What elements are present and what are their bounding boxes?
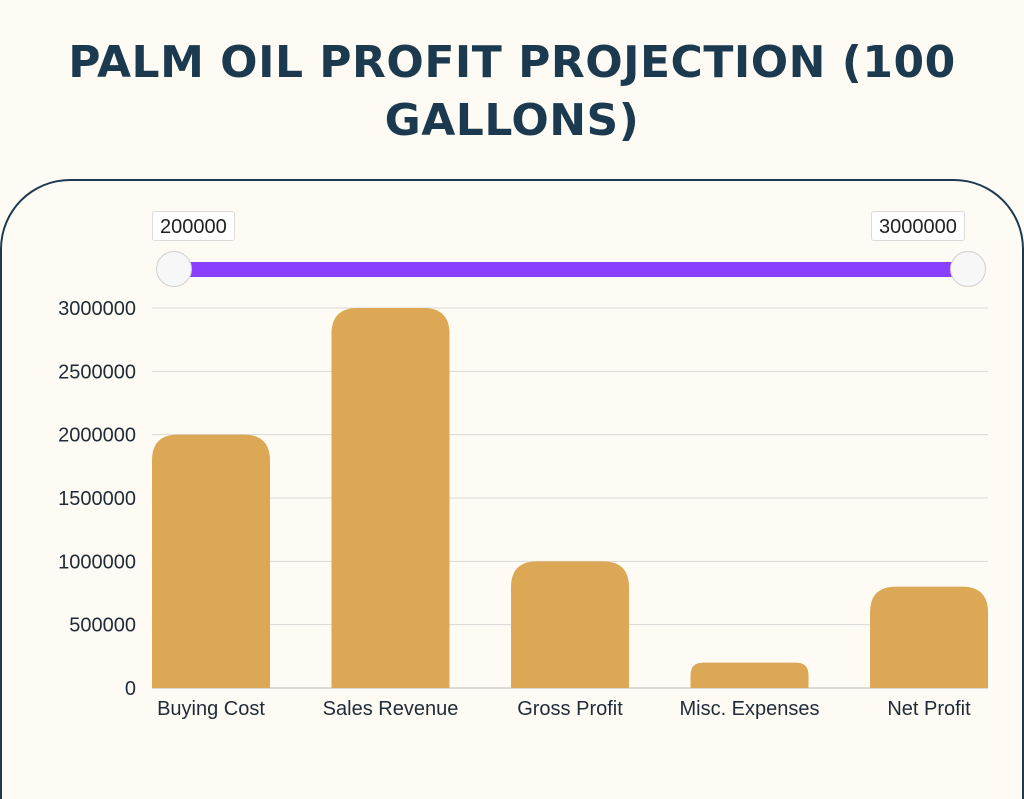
bar-chart: 0 500000 1000000 1500000 2000000 2500000 30000… xyxy=(58,298,988,720)
range-max-handle[interactable] xyxy=(950,251,986,287)
bar-net-profit xyxy=(870,586,988,688)
bar-buying-cost xyxy=(152,434,270,688)
y-tick-label: 500000 xyxy=(69,615,136,637)
bar-gross-profit xyxy=(511,561,629,688)
y-tick-label: 2000000 xyxy=(58,425,136,447)
chart-title: PALM OIL PROFIT PROJECTION (100 GALLONS) xyxy=(68,37,956,146)
x-tick-label: Net Profit xyxy=(887,698,971,720)
y-tick-label: 3000000 xyxy=(58,298,136,320)
x-axis-ticks: Buying Cost Sales Revenue Gross Profit Misc… xyxy=(157,698,971,720)
range-min-handle[interactable] xyxy=(156,251,192,287)
x-tick-label: Misc. Expenses xyxy=(679,698,819,720)
y-tick-label: 1000000 xyxy=(58,551,136,573)
x-tick-label: Buying Cost xyxy=(157,698,265,720)
bar-misc-expenses xyxy=(690,662,809,688)
bars xyxy=(152,308,988,688)
range-slider-track[interactable] xyxy=(174,262,968,277)
x-tick-label: Sales Revenue xyxy=(323,698,459,720)
y-tick-label: 1500000 xyxy=(58,488,136,510)
y-axis-ticks: 0 500000 1000000 1500000 2000000 2500000 30000… xyxy=(58,298,136,700)
x-tick-label: Gross Profit xyxy=(517,698,623,720)
range-max-label: 3000000 xyxy=(871,211,965,241)
bar-sales-revenue xyxy=(331,308,450,688)
range-min-label: 200000 xyxy=(152,211,235,241)
y-tick-label: 2500000 xyxy=(58,361,136,383)
y-tick-label: 0 xyxy=(125,678,136,700)
